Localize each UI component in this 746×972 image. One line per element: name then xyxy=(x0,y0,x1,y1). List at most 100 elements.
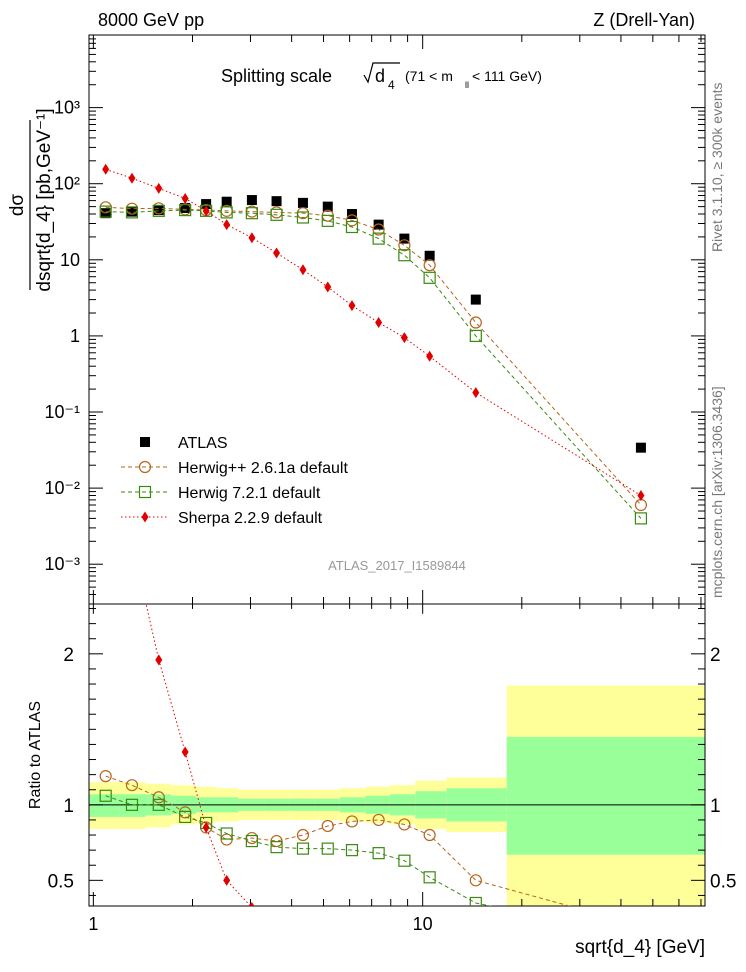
herwig-2-6-1a-default-point xyxy=(469,316,482,329)
herwig-7-2-1-default-point xyxy=(245,207,259,220)
sherpa-2-2-9-default-point xyxy=(128,172,136,184)
x-axis-title: sqrt{d_4} [GeV] xyxy=(575,937,705,958)
ratio-y-tick-label-left: 2 xyxy=(63,645,74,666)
y-tick-label: 10⁻¹ xyxy=(44,402,80,422)
herwig-7-2-1-default-point xyxy=(423,271,436,284)
mcplots-label: mcplots.cern.ch [arXiv:1306.3436] xyxy=(709,386,725,598)
atlas-point xyxy=(246,195,257,206)
herwig-7-2-1-default-point xyxy=(469,329,482,343)
atlas-point xyxy=(322,201,333,212)
sherpa-2-2-9-default-point xyxy=(472,387,480,399)
herwig-2-6-1a-default-point xyxy=(345,214,359,227)
ratio-y-tick-label-right: 1 xyxy=(710,796,721,817)
legend-label: Herwig 7.2.1 default xyxy=(178,485,321,502)
legend-marker xyxy=(138,485,152,499)
herwig-7-2-1-default-point xyxy=(634,512,648,525)
legend-marker xyxy=(138,460,152,474)
header-right: Z (Drell-Yan) xyxy=(593,10,695,30)
legend-entry-herwig-2-6-1a-default: Herwig++ 2.6.1a default xyxy=(121,460,348,477)
x-tick-label: 1 xyxy=(88,914,98,934)
herwig-2-6-1a-default-point xyxy=(423,259,436,272)
y-tick-label: 10² xyxy=(54,174,80,194)
y-title-numerator: dσ xyxy=(7,194,28,217)
atlas-point xyxy=(470,294,481,305)
sherpa-2-2-9-default-point xyxy=(348,300,356,312)
herwig-2-6-1a-default-ratio-point xyxy=(296,828,310,842)
herwig-7-2-1-default-line xyxy=(105,209,642,519)
y-tick-label: 10⁻³ xyxy=(44,554,80,574)
herwig-2-6-1a-default-ratio-point xyxy=(372,813,385,827)
sherpa-2-2-9-default-point xyxy=(202,205,210,217)
sherpa-2-2-9-default-point xyxy=(299,264,307,276)
ratio-y-tick-label-right: 2 xyxy=(710,645,721,666)
legend-marker xyxy=(140,437,150,447)
sherpa-2-2-9-default-point xyxy=(181,192,189,204)
analysis-watermark: ATLAS_2017_I1589844 xyxy=(328,558,466,573)
herwig-7-2-1-default-ratio-point xyxy=(245,834,259,848)
sherpa-2-2-9-default-ratio-point xyxy=(155,654,163,666)
sherpa-2-2-9-default-point xyxy=(426,350,434,362)
herwig-2-6-1a-default-ratio-point xyxy=(152,791,165,804)
herwig-7-2-1-default-ratio-point xyxy=(469,896,482,906)
sherpa-2-2-9-default-ratio-point xyxy=(223,874,231,886)
y-axis-title-main: dσ dsqrt{d_4} [pb,GeV⁻¹] xyxy=(7,108,55,291)
herwig-2-6-1a-default-point xyxy=(634,498,648,512)
herwig-2-6-1a-default-ratio-point xyxy=(398,818,411,831)
herwig-2-6-1a-default-ratio-point xyxy=(469,874,482,887)
sherpa-2-2-9-default-ratio-point xyxy=(249,902,255,906)
title-range-pre: (71 < m xyxy=(405,68,453,84)
legend-marker xyxy=(141,511,149,523)
sherpa-2-2-9-default-ratio-point xyxy=(202,821,210,833)
header-left: 8000 GeV pp xyxy=(98,10,204,30)
herwig-7-2-1-default-point xyxy=(220,206,233,219)
legend-label: Sherpa 2.2.9 default xyxy=(178,510,323,527)
sherpa-2-2-9-default-point xyxy=(223,219,231,231)
title-range-sub: ll xyxy=(465,80,469,90)
sherpa-2-2-9-default-point xyxy=(637,489,645,501)
ratio-uncertainty-bands xyxy=(89,685,705,906)
ratio-series xyxy=(99,604,572,906)
herwig-7-2-1-default-ratio-point xyxy=(372,847,385,860)
legend-label: Herwig++ 2.6.1a default xyxy=(178,460,348,477)
herwig-2-6-1a-default-ratio-point xyxy=(125,779,139,792)
ratio-series-herwig-2-6-1a-default xyxy=(99,770,572,906)
legend-entry-herwig-7-2-1-default: Herwig 7.2.1 default xyxy=(121,485,321,502)
herwig-7-2-1-default-ratio-point xyxy=(152,798,165,811)
sherpa-2-2-9-default-point xyxy=(400,332,408,344)
herwig-7-2-1-default-ratio-point xyxy=(220,827,233,840)
herwig-7-2-1-default-point xyxy=(270,208,283,221)
herwig-7-2-1-default-ratio-point xyxy=(179,810,192,824)
herwig-2-6-1a-default-point xyxy=(398,239,411,252)
sherpa-2-2-9-default-point xyxy=(375,317,383,329)
plot-title: Splitting scale d 4 (71 < m ll < 111 GeV… xyxy=(221,62,542,92)
herwig-7-2-1-default-ratio-point xyxy=(270,841,283,854)
ratio-y-tick-label-left: 0.5 xyxy=(48,871,74,892)
herwig-7-2-1-default-point xyxy=(99,205,112,218)
y-title-denominator: dsqrt{d_4} [pb,GeV⁻¹] xyxy=(34,108,55,291)
axis-ticks: 1 10 10⁻³ 10⁻² 10⁻¹ 1 10 10² 10³ 0.5 0.5 1 1 2 2 xyxy=(44,34,736,934)
herwig-7-2-1-default-ratio-point xyxy=(398,854,411,867)
sherpa-2-2-9-default-point xyxy=(102,163,110,175)
rivet-version-label: Rivet 3.1.10, ≥ 300k events xyxy=(709,82,725,252)
herwig-2-6-1a-default-point xyxy=(372,223,385,236)
y-tick-label: 10³ xyxy=(54,98,80,118)
sherpa-2-2-9-default-point xyxy=(248,232,256,244)
legend: ATLAS Herwig++ 2.6.1a default Herwig 7.2.1… xyxy=(121,435,348,527)
y-tick-label: 10 xyxy=(60,250,80,270)
legend-label: ATLAS xyxy=(178,435,228,452)
atlas-point xyxy=(635,442,646,453)
ratio-y-tick-label-right: 0.5 xyxy=(710,871,736,892)
ratio-panel-frame xyxy=(88,603,706,907)
atlas-point xyxy=(297,197,308,208)
ratio-band-inner xyxy=(119,794,146,817)
atlas-point xyxy=(271,196,282,207)
herwig-2-6-1a-default-ratio-point xyxy=(423,828,436,842)
sqrt-sign-icon xyxy=(363,62,400,84)
ratio-y-tick-label-left: 1 xyxy=(63,796,74,817)
herwig-7-2-1-default-point xyxy=(152,204,165,217)
sherpa-2-2-9-default-ratio-point xyxy=(181,746,189,758)
herwig-2-6-1a-default-ratio-point xyxy=(345,815,359,828)
ratio-series-herwig-7-2-1-default xyxy=(99,789,493,906)
herwig-7-2-1-default-ratio-point xyxy=(345,844,359,857)
